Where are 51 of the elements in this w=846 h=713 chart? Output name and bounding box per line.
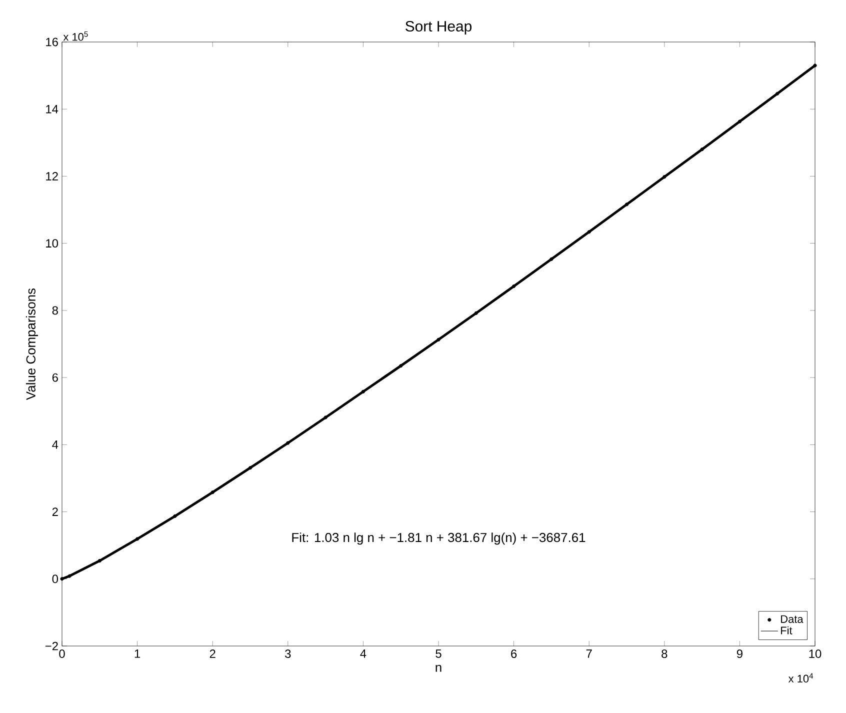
point: [624, 202, 629, 206]
y-tick-label: 4: [52, 440, 58, 449]
legend-label: Fit: [781, 626, 792, 634]
point: [662, 175, 666, 179]
point: [60, 577, 64, 581]
chart-title: Sort Heap: [406, 20, 472, 34]
point: [173, 514, 177, 518]
x-tick-label: 8: [662, 650, 668, 658]
x-tick-label: 3: [285, 650, 291, 658]
y-tick-label: 0: [52, 574, 58, 584]
x-tick-label: 1: [134, 650, 140, 658]
point: [512, 284, 516, 288]
y-tick-label: 14: [46, 105, 58, 114]
text: x 10$^{4}$: [788, 673, 814, 683]
y-tick-label: 10: [46, 239, 58, 248]
point: [210, 490, 214, 494]
point: [474, 311, 478, 315]
point: [68, 574, 72, 578]
x-tick-label: 10: [809, 650, 822, 658]
point: [776, 92, 780, 96]
point: [324, 416, 328, 420]
point: [738, 120, 742, 124]
x-tick-label: 9: [736, 650, 742, 658]
y-tick-label: 12: [46, 172, 58, 180]
y-tick-label: −2: [45, 642, 58, 650]
point: [813, 64, 817, 68]
point: [550, 257, 554, 261]
y-tick-label: 2: [52, 508, 58, 516]
legend-label: Data: [781, 615, 804, 623]
x-tick-label: 7: [586, 650, 592, 658]
x-tick-label: 6: [511, 650, 517, 658]
y-axis-title: Value Comparisons: [26, 288, 38, 400]
point: [98, 558, 102, 563]
point: [700, 148, 704, 152]
y-tick-label: 6: [52, 373, 58, 382]
y-tick-label: 8: [52, 306, 58, 315]
point: [399, 364, 403, 368]
annotation: Fit: 1.03 n lg n + −1.81 n + 381.67 lg(n) + −3687.61: [292, 532, 586, 545]
x-tick-label: 5: [436, 650, 442, 658]
point: [136, 537, 140, 541]
x-tick-label: 0: [59, 650, 65, 658]
y-tick-label: 16: [46, 38, 58, 46]
point: [361, 390, 365, 394]
x-axis-title: n: [436, 664, 442, 672]
point: [286, 441, 290, 445]
point: [436, 338, 440, 342]
x-tick-label: 2: [210, 650, 216, 658]
text: x 10$^{5}$: [63, 31, 88, 41]
point: [587, 230, 591, 234]
point: [248, 466, 252, 470]
x-tick-label: 4: [360, 650, 366, 658]
